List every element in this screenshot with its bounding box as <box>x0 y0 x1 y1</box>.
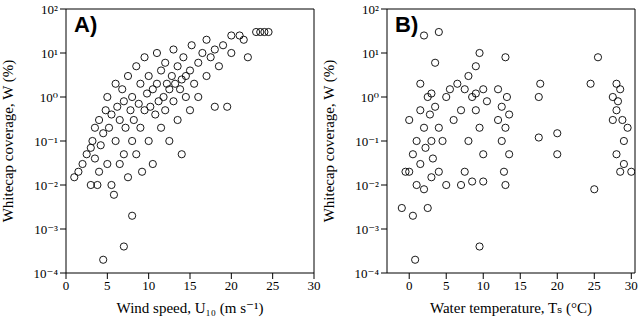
svg-text:30: 30 <box>308 278 321 293</box>
svg-text:5: 5 <box>443 278 450 293</box>
svg-text:0: 0 <box>63 278 70 293</box>
svg-text:10⁻²: 10⁻² <box>34 178 58 193</box>
svg-text:25: 25 <box>266 278 279 293</box>
svg-text:Wind speed, U₁₀ (m s⁻¹): Wind speed, U₁₀ (m s⁻¹) <box>117 300 264 317</box>
svg-text:10²: 10² <box>362 2 379 17</box>
svg-text:10⁻³: 10⁻³ <box>34 222 58 237</box>
svg-text:25: 25 <box>588 278 601 293</box>
svg-text:10¹: 10¹ <box>362 46 379 61</box>
svg-text:20: 20 <box>551 278 564 293</box>
svg-text:5: 5 <box>104 278 111 293</box>
svg-text:0: 0 <box>406 278 413 293</box>
svg-text:10⁻³: 10⁻³ <box>355 222 379 237</box>
svg-text:10: 10 <box>142 278 155 293</box>
svg-text:10⁻²: 10⁻² <box>355 178 379 193</box>
svg-text:10⁰: 10⁰ <box>40 90 58 105</box>
svg-text:Whitecap coverage, W (%): Whitecap coverage, W (%) <box>8 60 17 223</box>
svg-text:10²: 10² <box>41 2 58 17</box>
svg-text:10⁰: 10⁰ <box>361 90 379 105</box>
html-text:B): B) <box>395 12 419 37</box>
svg-text:15: 15 <box>184 278 197 293</box>
svg-text:30: 30 <box>625 278 635 293</box>
svg-text:20: 20 <box>225 278 238 293</box>
svg-text:10: 10 <box>477 278 490 293</box>
svg-text:10¹: 10¹ <box>41 46 58 61</box>
svg-text:10⁻⁴: 10⁻⁴ <box>355 266 380 281</box>
svg-text:Water temperature, Tₛ (°C): Water temperature, Tₛ (°C) <box>430 300 592 317</box>
svg-text:10⁻¹: 10⁻¹ <box>355 134 379 149</box>
svg-text:15: 15 <box>514 278 527 293</box>
svg-text:10⁻¹: 10⁻¹ <box>34 134 58 149</box>
svg-text:10⁻⁴: 10⁻⁴ <box>34 266 59 281</box>
html-text:A): A) <box>74 12 98 37</box>
svg-text:Whitecap coverage, W (%): Whitecap coverage, W (%) <box>321 60 338 223</box>
